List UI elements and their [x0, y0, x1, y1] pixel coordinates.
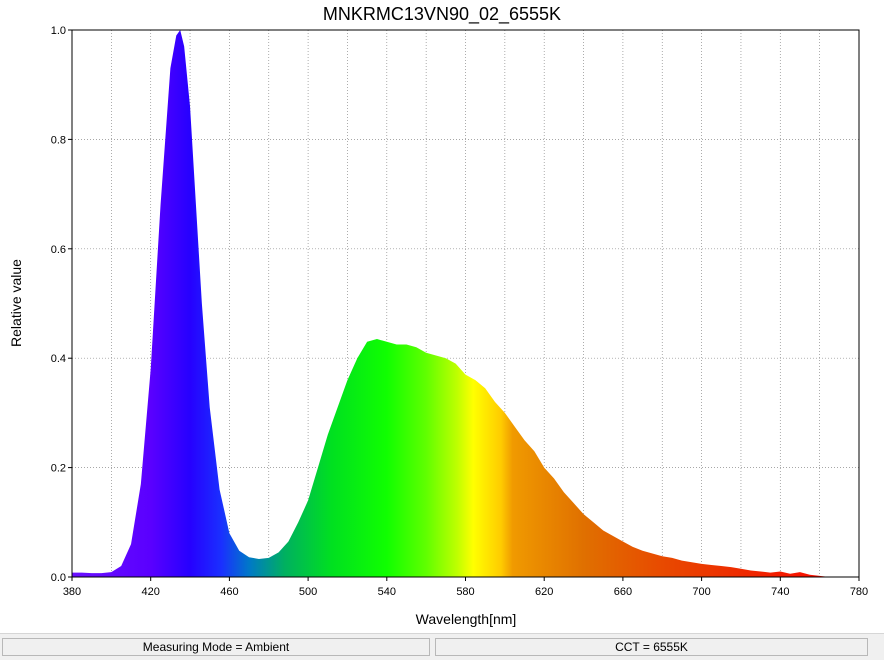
x-tick-label: 580 [456, 586, 474, 598]
x-tick-label: 740 [771, 586, 789, 598]
y-tick-label: 1.0 [51, 25, 66, 37]
cct-status: CCT = 6555K [435, 638, 868, 656]
x-axis: 380 420 460 500 540 580 620 660 700 740 780 [63, 577, 868, 598]
x-tick-label: 540 [378, 586, 396, 598]
chart-title: MNKRMC13VN90_02_6555K [323, 4, 561, 25]
x-tick-label: 700 [692, 586, 710, 598]
y-axis: 0.0 0.2 0.4 0.6 0.8 1.0 [51, 25, 72, 584]
x-axis-label: Wavelength[nm] [416, 611, 517, 627]
y-tick-label: 0.4 [51, 353, 66, 365]
x-tick-label: 380 [63, 586, 81, 598]
status-bar: Measuring Mode = Ambient CCT = 6555K [0, 633, 884, 660]
spectrum-chart: 380 420 460 500 540 580 620 660 700 740 780 0.0 0.2… [8, 4, 868, 627]
y-tick-label: 0.2 [51, 463, 66, 475]
x-tick-label: 620 [535, 586, 553, 598]
y-tick-label: 0.8 [51, 134, 66, 146]
x-tick-label: 780 [850, 586, 868, 598]
measuring-mode-status: Measuring Mode = Ambient [2, 638, 430, 656]
spectrum-series [72, 30, 830, 577]
x-tick-label: 420 [142, 586, 160, 598]
y-axis-label: Relative value [8, 259, 24, 347]
y-tick-label: 0.0 [51, 572, 66, 584]
y-tick-label: 0.6 [51, 244, 66, 256]
x-tick-label: 500 [299, 586, 317, 598]
x-tick-label: 660 [614, 586, 632, 598]
spectrum-area [72, 30, 830, 577]
x-tick-label: 460 [220, 586, 238, 598]
